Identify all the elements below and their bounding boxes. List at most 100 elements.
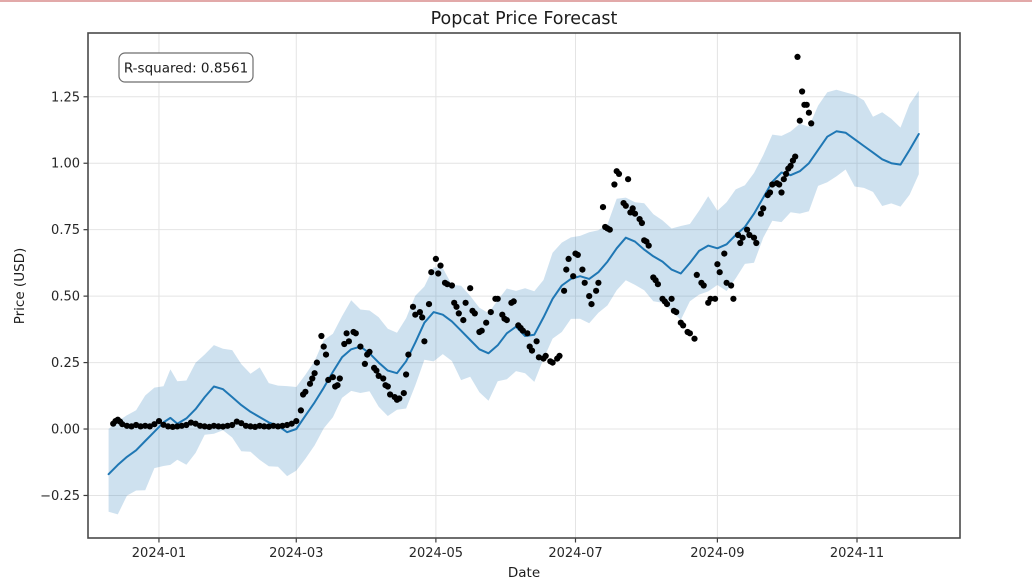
actual-price-point (716, 269, 723, 276)
actual-price-point (595, 279, 602, 286)
actual-price-point (808, 120, 815, 127)
actual-price-point (631, 210, 639, 217)
actual-price-point (549, 359, 556, 366)
actual-price-point (586, 293, 593, 300)
actual-price-point (224, 422, 231, 429)
actual-price-point (336, 375, 343, 382)
actual-price-point (778, 189, 785, 196)
actual-price-point (753, 239, 760, 247)
actual-price-point (519, 327, 527, 334)
actual-price-point (746, 231, 753, 239)
actual-price-point (325, 376, 332, 383)
actual-price-point (219, 423, 227, 430)
actual-price-point (396, 395, 403, 402)
actual-price-point (510, 298, 517, 305)
actual-price-point (288, 420, 295, 427)
actual-price-point (334, 382, 341, 389)
actual-price-point (412, 311, 419, 318)
plot-border (87, 32, 961, 539)
actual-price-point (487, 309, 494, 316)
actual-price-point (622, 202, 629, 209)
y-tick-label: 1.25 (51, 90, 80, 105)
grid-layer (88, 33, 960, 538)
actual-price-point (387, 391, 394, 398)
actual-price-point (352, 330, 359, 337)
y-tick-label: 0.00 (51, 423, 80, 438)
actual-price-point (380, 375, 387, 382)
actual-price-point (787, 162, 794, 169)
y-tick-label: 0.25 (51, 356, 80, 371)
actual-price-point (494, 295, 501, 302)
actual-price-point (357, 343, 364, 350)
actual-price-point (155, 418, 163, 425)
actual-price-point (663, 301, 671, 308)
actual-price-point (483, 319, 490, 326)
actual-price-point (528, 347, 536, 354)
actual-price-point (302, 388, 309, 395)
actual-price-point (796, 117, 803, 124)
actual-price-point (721, 250, 728, 257)
actual-price-point (593, 287, 600, 294)
actual-price-point (229, 421, 236, 429)
actual-price-point (760, 205, 767, 212)
y-tick-label: 1.00 (51, 157, 80, 172)
actual-price-point (750, 234, 758, 241)
actual-price-point (306, 380, 314, 387)
actual-price-point (803, 101, 810, 108)
actual-price-point (734, 231, 742, 239)
actual-price-point (714, 261, 721, 268)
actual-price-point (563, 266, 570, 273)
actual-price-point (680, 322, 687, 329)
actual-price-point (805, 109, 813, 116)
actual-price-point (728, 282, 735, 289)
actual-price-point (783, 170, 790, 177)
actual-price-point (416, 309, 423, 316)
actual-price-point (723, 279, 730, 286)
actual-price-point (673, 309, 680, 316)
actual-price-point (183, 421, 190, 429)
actual-price-point (142, 422, 149, 429)
actual-price-point (318, 332, 325, 340)
actual-price-point (197, 422, 204, 429)
actual-price-point (581, 279, 588, 286)
actual-price-point (606, 226, 613, 233)
actual-price-point (524, 330, 531, 337)
actual-price-point (625, 176, 632, 183)
actual-price-point (428, 269, 435, 276)
actual-price-point (448, 282, 455, 289)
actual-price-point (757, 210, 765, 217)
forecast-line (107, 130, 920, 476)
actual-price-point (409, 303, 417, 310)
r-squared-annotation: R-squared: 0.8561 (118, 52, 254, 83)
actual-price-point (309, 375, 316, 382)
actual-price-point (471, 310, 478, 317)
actual-price-point (737, 239, 744, 247)
actual-price-point (668, 295, 675, 302)
actual-price-point (599, 204, 607, 211)
actual-price-point (570, 273, 577, 280)
actual-price-point (700, 282, 707, 289)
actual-price-point (574, 251, 581, 258)
x-tick-label: 2024-07 (548, 546, 602, 561)
x-tick-label: 2024-01 (132, 546, 186, 561)
actual-price-point (210, 422, 217, 429)
tick-label-layer: −0.25 0.00 0.25 0.50 0.75 1.00 1.25 2024-01 2024… (40, 90, 884, 561)
x-tick-label: 2024-03 (269, 546, 323, 561)
actual-price-point (437, 262, 444, 269)
actual-price-point (366, 348, 373, 355)
actual-price-point (503, 317, 510, 324)
y-axis-label: Price (USD) (12, 248, 28, 325)
chart-title: Popcat Price Forecast (431, 9, 618, 29)
actual-price-point (561, 287, 568, 294)
actual-price-point (542, 352, 549, 359)
actual-price-point (739, 234, 746, 241)
actual-price-point (691, 335, 698, 342)
actual-price-point (151, 421, 158, 428)
actual-price-point (238, 420, 245, 427)
actual-price-point (165, 423, 172, 430)
actual-price-point (460, 317, 467, 324)
actual-price-point (686, 330, 694, 337)
actual-price-point (478, 327, 485, 334)
actual-price-point (375, 372, 382, 379)
r-squared-annotation-text: R-squared: 0.8561 (124, 61, 248, 77)
